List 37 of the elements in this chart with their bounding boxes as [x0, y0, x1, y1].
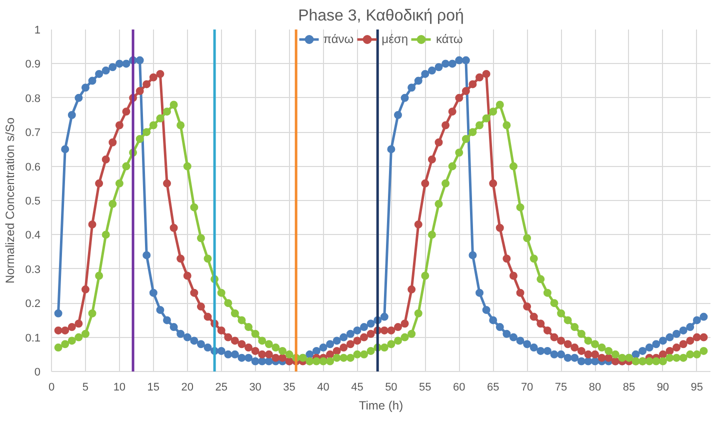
x-tick-label: 15: [147, 382, 160, 394]
x-tick-label: 5: [82, 382, 89, 394]
chart-title: Phase 3, Καθοδική ροή: [298, 8, 464, 24]
y-tick-label: 0.5: [25, 196, 41, 208]
x-tick-label: 25: [215, 382, 228, 394]
x-tick-label: 30: [249, 382, 262, 394]
x-tick-label: 90: [656, 382, 670, 394]
y-tick-label: 0.8: [25, 92, 41, 105]
legend-label: κάτω: [436, 32, 463, 46]
y-tick-label: 1: [34, 24, 41, 36]
x-tick-label: 70: [520, 382, 534, 394]
x-tick-label: 80: [588, 382, 602, 394]
x-tick-label: 45: [351, 382, 364, 394]
x-tick-label: 20: [181, 382, 194, 394]
x-tick-label: 55: [419, 382, 432, 394]
x-tick-label: 50: [385, 382, 398, 394]
y-tick-label: 0.1: [25, 332, 41, 344]
x-tick-label: 95: [690, 382, 704, 394]
y-tick-label: 0.7: [25, 127, 41, 140]
x-tick-label: 60: [453, 382, 466, 394]
x-tick-label: 85: [622, 382, 636, 394]
y-tick-label: 0: [34, 366, 41, 378]
x-tick-label: 40: [317, 382, 330, 394]
y-tick-label: 0.2: [25, 298, 41, 310]
legend-label: πάνω: [323, 32, 354, 46]
x-tick-label: 35: [283, 382, 296, 394]
x-tick-label: 10: [113, 382, 126, 394]
x-axis-title: Time (h): [358, 398, 404, 412]
x-tick-label: 75: [554, 382, 568, 394]
y-axis-title: Normalized Concentration s/So: [3, 117, 18, 284]
x-tick-label: 0: [48, 382, 55, 394]
y-tick-label: 0.3: [25, 264, 41, 276]
x-tick-label: 65: [486, 382, 500, 394]
y-tick-label: 0.6: [25, 161, 41, 174]
legend-label: μέση: [382, 32, 408, 46]
y-tick-label: 0.4: [25, 230, 41, 242]
y-tick-label: 0.9: [25, 58, 41, 71]
